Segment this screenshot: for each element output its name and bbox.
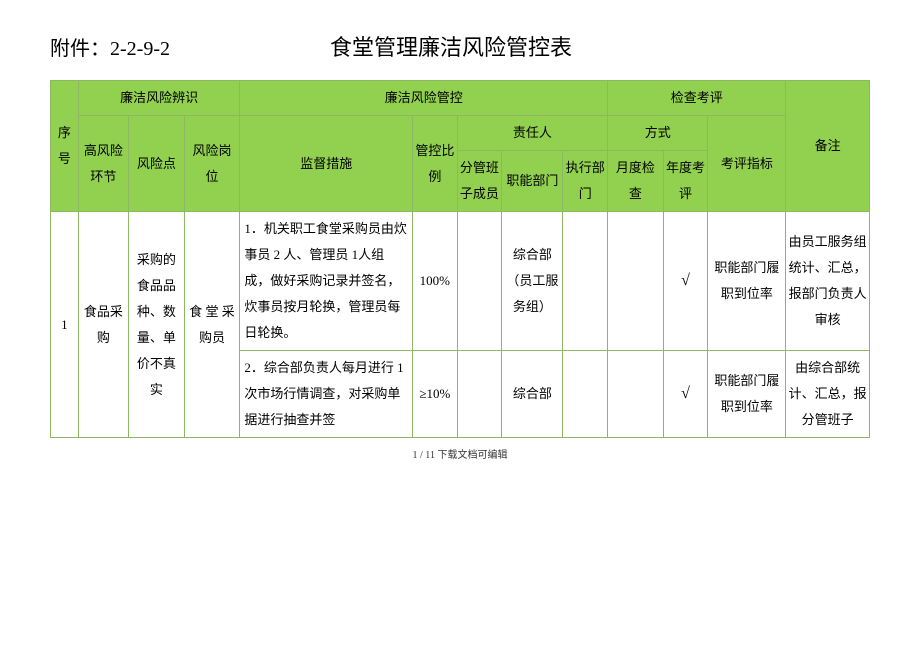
cell-note: 由员工服务组统计、汇总，报部门负责人审核 (786, 212, 870, 351)
cell-member (457, 351, 502, 438)
th-post: 风险岗位 (184, 116, 240, 212)
table-row: 1 食品采购 采购的食品品种、数量、单价不真实 食 堂 采购员 1．机关职工食堂… (51, 212, 870, 351)
th-year-eval: 年度考评 (663, 151, 708, 212)
th-func-dept: 职能部门 (502, 151, 563, 212)
cell-member (457, 212, 502, 351)
cell-month-check (608, 212, 664, 351)
cell-exec-dept (563, 351, 608, 438)
th-supervise: 监督措施 (240, 116, 413, 212)
page-title: 食堂管理廉洁风险管控表 (330, 30, 572, 62)
th-responsible: 责任人 (457, 116, 607, 151)
th-exec-dept: 执行部门 (563, 151, 608, 212)
th-member: 分管班子成员 (457, 151, 502, 212)
attachment-label: 附件：2-2-9-2 (50, 32, 170, 61)
cell-seq: 1 (51, 212, 79, 438)
th-risk-identify: 廉洁风险辨识 (78, 81, 240, 116)
th-ratio: 管控比例 (413, 116, 458, 212)
th-month-check: 月度检查 (608, 151, 664, 212)
th-link: 高风险环节 (78, 116, 128, 212)
cell-eval-index: 职能部门履职到位率 (708, 351, 786, 438)
th-risk-control: 廉洁风险管控 (240, 81, 608, 116)
cell-exec-dept (563, 212, 608, 351)
th-seq: 序号 (51, 81, 79, 212)
th-eval-index: 考评指标 (708, 116, 786, 212)
cell-month-check (608, 351, 664, 438)
cell-year-eval: √ (663, 212, 708, 351)
cell-ratio: ≥10% (413, 351, 458, 438)
cell-point: 采购的食品品种、数量、单价不真实 (128, 212, 184, 438)
cell-post: 食 堂 采购员 (184, 212, 240, 438)
cell-note: 由综合部统计、汇总，报分管班子 (786, 351, 870, 438)
cell-year-eval: √ (663, 351, 708, 438)
cell-link: 食品采购 (78, 212, 128, 438)
th-check-eval: 检查考评 (608, 81, 786, 116)
cell-func-dept: 综合部 (502, 351, 563, 438)
cell-measure: 2．综合部负责人每月进行 1 次市场行情调查，对采购单据进行抽查并签 (240, 351, 413, 438)
risk-control-table: 序号 廉洁风险辨识 廉洁风险管控 检查考评 备注 高风险环节 风险点 风险岗位 … (50, 80, 870, 438)
cell-eval-index: 职能部门履职到位率 (708, 212, 786, 351)
cell-measure: 1．机关职工食堂采购员由炊事员 2 人、管理员 1人组成，做好采购记录并签名，炊… (240, 212, 413, 351)
cell-func-dept: 综合部（员工服务组） (502, 212, 563, 351)
th-note: 备注 (786, 81, 870, 212)
page-footer: 1 / 11 下载文档可编辑 (50, 446, 870, 461)
th-method: 方式 (608, 116, 708, 151)
cell-ratio: 100% (413, 212, 458, 351)
th-point: 风险点 (128, 116, 184, 212)
